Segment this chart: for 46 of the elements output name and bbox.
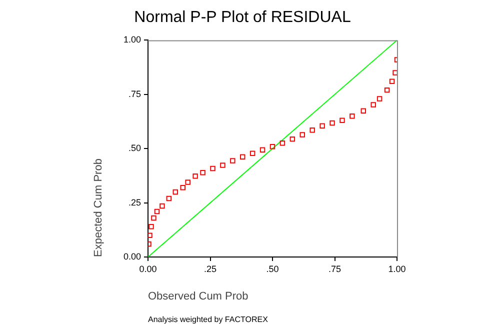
x-tick-label: 0.00: [139, 264, 157, 274]
point: [350, 113, 355, 119]
x-tick-label: .50: [266, 264, 279, 274]
point: [290, 136, 296, 142]
point: [148, 224, 154, 230]
point: [320, 123, 325, 128]
point: [172, 189, 178, 195]
point: [210, 166, 216, 172]
point: [151, 215, 156, 221]
point: [384, 87, 390, 93]
point: [389, 78, 395, 84]
point: [330, 120, 335, 126]
y-tick-label: .25: [128, 197, 141, 208]
y-tick-label: 1.00: [123, 34, 141, 45]
point: [166, 196, 172, 202]
x-tick-label: 1.00: [388, 264, 406, 274]
point: [392, 70, 397, 76]
point: [360, 108, 366, 114]
point: [180, 185, 186, 190]
y-axis-title: Expected Cum Prob: [92, 158, 105, 257]
point: [370, 102, 376, 108]
y-tick-label: .75: [128, 88, 141, 99]
text: Analysis weighted by FACTOREX: [148, 315, 269, 324]
point: [310, 128, 315, 133]
chart-title: Normal P-P Plot of RESIDUAL: [134, 9, 351, 26]
point: [340, 118, 345, 124]
point: [376, 96, 382, 102]
point: [148, 232, 152, 238]
point: [300, 132, 305, 138]
point: [250, 150, 256, 156]
point: [200, 170, 206, 176]
y-tick-label: .50: [128, 143, 141, 154]
x-axis-title: Observed Cum Prob: [148, 290, 248, 302]
point: [270, 144, 276, 150]
x-tick-label: .75: [328, 264, 342, 274]
point: [185, 180, 190, 185]
point: [220, 162, 226, 168]
point: [154, 208, 160, 214]
point: [192, 174, 198, 179]
point: [240, 154, 246, 160]
x-tick-label: .25: [204, 264, 217, 274]
point: [260, 147, 266, 153]
point: [160, 203, 165, 209]
point: [280, 140, 286, 146]
point: [230, 158, 236, 164]
y-tick-label: 0.00: [123, 251, 141, 262]
